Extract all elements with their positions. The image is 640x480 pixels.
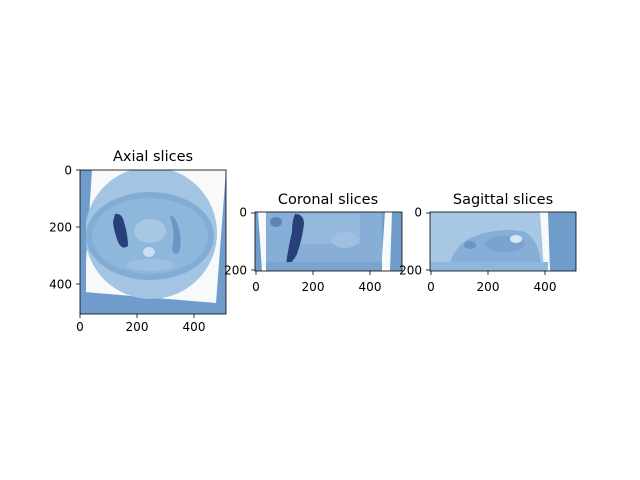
coronal-xtick: 400 <box>359 280 382 294</box>
coronal-title: Coronal slices <box>278 192 378 208</box>
coronal-ytick: 200 <box>224 264 247 278</box>
sagittal-title: Sagittal slices <box>453 192 553 208</box>
coronal-image <box>255 212 402 271</box>
sagittal-panel: Sagittal slices 0 200 400 0 200 <box>399 192 577 294</box>
sagittal-xtick: 400 <box>534 280 557 294</box>
sagittal-image <box>430 212 576 271</box>
sagittal-axes-frame <box>429 211 577 272</box>
sagittal-xtick: 0 <box>427 280 435 294</box>
axial-ytick: 400 <box>49 278 72 292</box>
axial-panel: Axial slices 0 200 400 0 200 <box>49 149 227 334</box>
coronal-axes-frame <box>254 211 403 272</box>
axial-title: Axial slices <box>113 149 193 165</box>
axial-ytick: 200 <box>49 221 72 235</box>
axial-axes-frame <box>79 169 227 315</box>
coronal-xtick: 0 <box>252 280 260 294</box>
sagittal-ytick: 200 <box>399 264 422 278</box>
axial-ytick: 0 <box>64 164 72 178</box>
axial-xtick: 0 <box>76 320 84 334</box>
sagittal-ytick: 0 <box>414 206 422 220</box>
coronal-xtick: 200 <box>302 280 325 294</box>
axial-xtick: 400 <box>183 320 206 334</box>
coronal-ytick: 0 <box>239 206 247 220</box>
axial-image <box>80 170 226 314</box>
sagittal-xtick: 200 <box>477 280 500 294</box>
axial-xtick: 200 <box>126 320 149 334</box>
coronal-panel: Coronal slices 0 200 400 0 200 <box>224 192 403 294</box>
